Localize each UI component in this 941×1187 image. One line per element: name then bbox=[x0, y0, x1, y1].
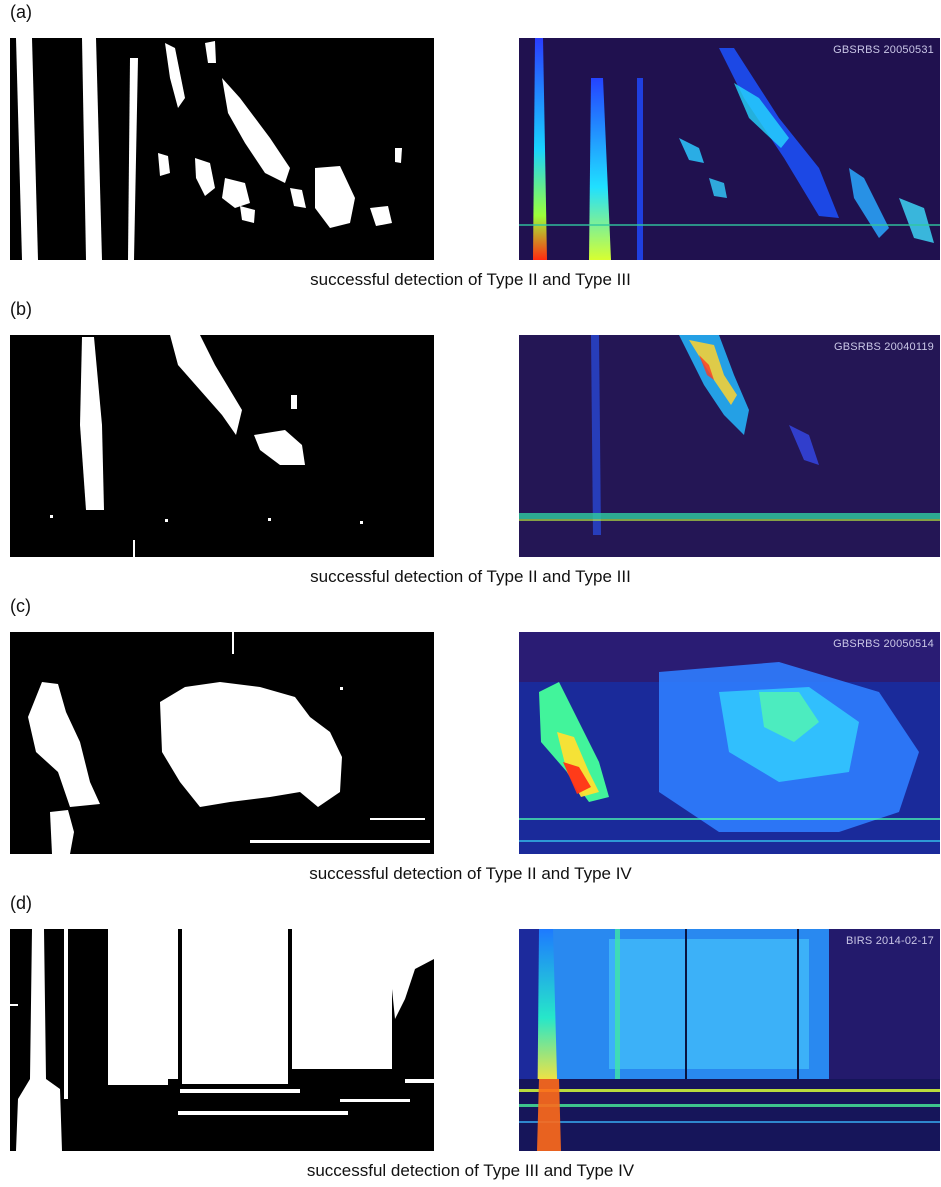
panel-caption: successful detection of Type II and Type… bbox=[310, 567, 631, 586]
spectrogram-stamp: GBSRBS 20050531 bbox=[833, 44, 934, 56]
panel-label: (d) bbox=[10, 893, 32, 913]
figure-panel-c: (c) GBSRBS 20050514 successful detection… bbox=[0, 594, 941, 890]
panel-caption: successful detection of Type II and Type… bbox=[309, 864, 632, 883]
panel-label: (c) bbox=[10, 596, 31, 616]
radio-spectrogram-image: GBSRBS 20040119 bbox=[519, 335, 940, 557]
detection-mask-image bbox=[10, 38, 434, 260]
figure-panel-b: (b) GBSRBS 20040119 successful detection… bbox=[0, 297, 941, 593]
spectrogram-stamp: GBSRBS 20050514 bbox=[833, 638, 934, 650]
detection-mask-image bbox=[10, 929, 434, 1151]
panel-label: (a) bbox=[10, 2, 32, 22]
detection-mask-image bbox=[10, 632, 434, 854]
figure-panel-a: (a) bbox=[0, 0, 941, 296]
figure-panel-d: (d) bbox=[0, 891, 941, 1187]
panel-caption: successful detection of Type III and Typ… bbox=[306, 1161, 635, 1180]
panel-label: (b) bbox=[10, 299, 32, 319]
radio-spectrogram-image: GBSRBS 20050531 bbox=[519, 38, 940, 260]
radio-spectrogram-image: BIRS 2014-02-17 bbox=[519, 929, 940, 1151]
detection-mask-image bbox=[10, 335, 434, 557]
panel-caption: successful detection of Type II and Type… bbox=[310, 270, 631, 289]
radio-spectrogram-image: GBSRBS 20050514 bbox=[519, 632, 940, 854]
spectrogram-stamp: BIRS 2014-02-17 bbox=[846, 935, 934, 947]
spectrogram-stamp: GBSRBS 20040119 bbox=[833, 341, 934, 353]
